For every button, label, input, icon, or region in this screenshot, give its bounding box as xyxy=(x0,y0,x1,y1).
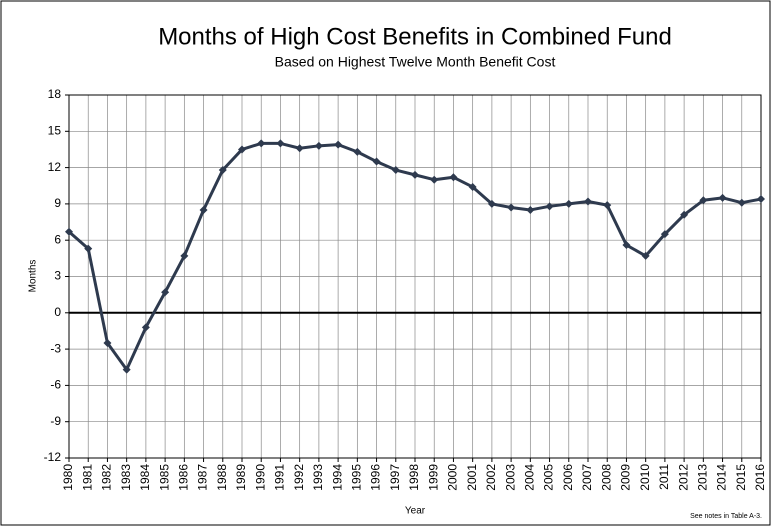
x-tick-label: 2012 xyxy=(676,464,690,491)
marker xyxy=(737,198,746,207)
x-tick-label: 1992 xyxy=(292,464,306,491)
x-tick-label: 2008 xyxy=(599,464,613,491)
x-tick-label: 1999 xyxy=(426,464,440,491)
x-tick-label: 2006 xyxy=(561,464,575,491)
y-tick-label: -3 xyxy=(50,341,61,355)
marker xyxy=(257,139,266,148)
marker xyxy=(334,140,343,149)
marker xyxy=(757,195,765,204)
chart-title: Months of High Cost Benefits in Combined… xyxy=(158,23,672,50)
x-tick-label: 1996 xyxy=(369,464,383,491)
marker xyxy=(449,173,458,182)
x-tick-label: 1988 xyxy=(215,464,229,491)
y-axis-label: Months xyxy=(28,260,39,293)
marker xyxy=(372,157,381,166)
marker xyxy=(411,170,419,179)
x-tick-label: 2002 xyxy=(484,464,498,491)
y-tick-label: 18 xyxy=(48,87,62,101)
marker xyxy=(487,199,496,208)
x-tick-label: 1985 xyxy=(157,464,171,491)
x-tick-label: 2001 xyxy=(465,464,479,491)
x-tick-label: 2005 xyxy=(542,464,556,491)
x-tick-label: 1987 xyxy=(196,464,210,491)
x-tick-label: 1983 xyxy=(119,464,133,491)
marker xyxy=(276,139,285,148)
x-tick-label: 1990 xyxy=(253,464,267,491)
x-tick-label: 2010 xyxy=(638,464,652,491)
y-tick-label: -12 xyxy=(44,450,62,464)
x-tick-label: 1989 xyxy=(234,464,248,491)
x-tick-label: 2000 xyxy=(446,464,460,491)
x-tick-label: 1994 xyxy=(330,464,344,491)
marker xyxy=(84,244,93,253)
x-tick-label: 2011 xyxy=(657,464,671,490)
y-tick-label: 3 xyxy=(54,269,61,283)
marker xyxy=(545,202,554,211)
y-tick-label: 12 xyxy=(48,160,62,174)
marker xyxy=(641,251,650,260)
marker xyxy=(564,199,573,208)
x-tick-label: 1993 xyxy=(311,464,325,491)
x-tick-label: 2003 xyxy=(503,464,517,491)
marker xyxy=(430,175,439,184)
marker xyxy=(295,144,304,153)
marker xyxy=(468,182,477,191)
marker xyxy=(353,147,362,156)
y-tick-label: -6 xyxy=(50,378,61,392)
marker xyxy=(199,205,208,214)
marker xyxy=(718,193,727,202)
x-tick-label: 1981 xyxy=(80,464,94,491)
x-tick-label: 1984 xyxy=(138,464,152,491)
note: See notes in Table A-3. xyxy=(690,513,762,520)
marker xyxy=(660,230,669,239)
x-tick-label: 2004 xyxy=(523,464,537,491)
marker xyxy=(122,365,131,374)
x-tick-label: 2014 xyxy=(715,464,729,491)
y-tick-label: 0 xyxy=(54,305,61,319)
marker xyxy=(680,210,689,219)
marker xyxy=(65,227,73,236)
x-tick-label: 1980 xyxy=(61,464,75,491)
marker xyxy=(507,203,516,212)
y-tick-label: 15 xyxy=(48,123,62,137)
x-tick-label: 2015 xyxy=(734,464,748,491)
marker xyxy=(218,166,227,175)
y-tick-label: 6 xyxy=(54,232,61,246)
x-tick-label: 1986 xyxy=(177,464,191,491)
x-tick-label: 1995 xyxy=(350,464,364,491)
marker xyxy=(141,323,150,332)
marker xyxy=(103,339,112,348)
x-tick-label: 2016 xyxy=(753,464,767,491)
marker xyxy=(584,197,592,206)
marker xyxy=(238,145,246,154)
x-tick-label: 1991 xyxy=(273,464,287,491)
marker xyxy=(526,205,535,214)
marker xyxy=(391,166,400,175)
marker xyxy=(699,196,708,205)
x-tick-label: 1997 xyxy=(388,464,402,491)
marker xyxy=(161,288,170,297)
chart-subtitle: Based on Highest Twelve Month Benefit Co… xyxy=(275,54,556,70)
marker xyxy=(180,251,189,260)
x-axis-label: Year xyxy=(405,506,426,517)
x-tick-label: 1982 xyxy=(100,464,114,491)
y-tick-label: 9 xyxy=(54,196,61,210)
x-tick-label: 1998 xyxy=(407,464,421,491)
marker xyxy=(603,201,612,210)
y-tick-label: -9 xyxy=(50,414,61,428)
marker xyxy=(314,141,323,150)
x-tick-label: 2007 xyxy=(580,464,594,491)
x-tick-label: 2009 xyxy=(619,464,633,491)
marker xyxy=(622,241,631,250)
x-tick-label: 2013 xyxy=(696,464,710,491)
